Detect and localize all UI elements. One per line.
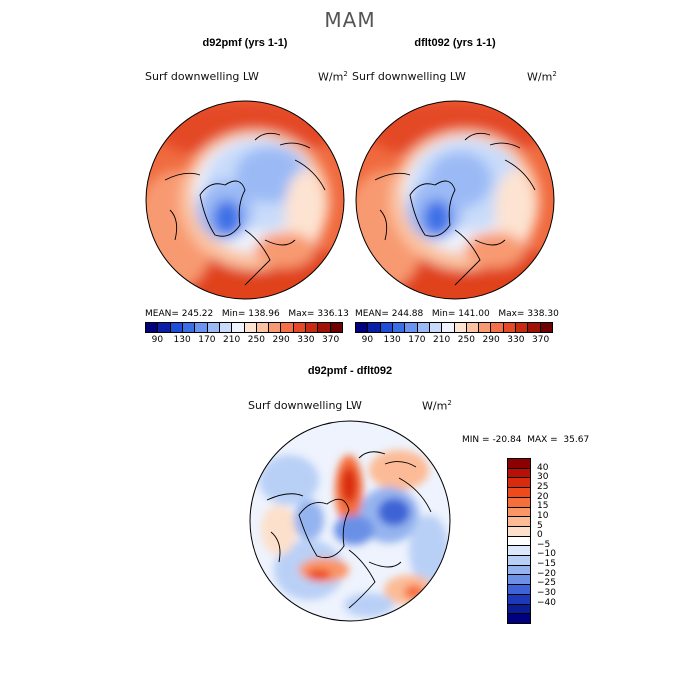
- diff-colorbar-tick-label: 10: [537, 510, 549, 521]
- diff-colorbar-tick-label: 20: [537, 491, 549, 502]
- diff-colorbar-tick-label: 15: [537, 501, 549, 512]
- colorbar-tick-label: 210: [223, 335, 241, 345]
- diff-colorbar-swatch: [508, 526, 530, 537]
- colorbar-swatch: [195, 323, 208, 332]
- colorbar-swatch: [356, 323, 369, 332]
- colorbar-swatch: [380, 323, 393, 332]
- diff-colorbar-swatch: [508, 468, 530, 479]
- colorbar-swatch: [256, 323, 270, 332]
- colorbar-tick-label: 250: [457, 335, 475, 345]
- colorbar-tick-label: 130: [383, 335, 401, 345]
- diff-colorbar-tick-label: −15: [537, 559, 556, 570]
- diff-colorbar-swatch: [508, 585, 530, 595]
- diff-colorbar-swatch: [508, 546, 530, 557]
- diff-colorbar-swatch: [508, 507, 530, 518]
- colorbar-swatch: [503, 323, 517, 332]
- diff-colorbar-tick-label: −30: [537, 588, 556, 599]
- panel-2-colorbar: 90 130 170 210 250 290 330 370: [355, 322, 553, 345]
- colorbar-swatch: [269, 323, 282, 332]
- diff-colorbar-swatch: [508, 604, 530, 615]
- diff-colorbar-tick-label: 5: [537, 520, 543, 531]
- diff-colorbar-swatch: [508, 517, 530, 527]
- diff-colorbar-swatch: [508, 575, 530, 586]
- diff-panel-title: d92pmf - dflt092: [307, 365, 393, 377]
- diff-colorbar-tick-label: 30: [537, 472, 549, 483]
- colorbar-tick-label: 330: [297, 335, 315, 345]
- diff-colorbar-swatch: [508, 536, 530, 547]
- colorbar-tick-label: 170: [198, 335, 216, 345]
- colorbar-swatch: [466, 323, 480, 332]
- diff-colorbar-tick-label: 0: [537, 530, 543, 541]
- colorbar-swatch: [219, 323, 233, 332]
- diff-colorbar-swatch: [508, 614, 530, 623]
- colorbar-swatch: [368, 323, 381, 332]
- diff-colorbar-swatch: [508, 488, 530, 498]
- diff-colorbar-tick-label: −20: [537, 568, 556, 579]
- colorbar-swatch: [318, 323, 331, 332]
- diff-colorbar-swatch: [508, 556, 530, 566]
- colorbar-swatch: [207, 323, 220, 332]
- diff-colorbar-swatch: [508, 459, 530, 469]
- colorbar-tick-label: 290: [272, 335, 290, 345]
- panel-1-title: d92pmf (yrs 1-1): [202, 37, 288, 49]
- colorbar-swatch: [405, 323, 418, 332]
- colorbar-swatch: [330, 323, 342, 332]
- panel-2-polar-map: [355, 100, 555, 300]
- colorbar-tick-label: 370: [322, 335, 340, 345]
- diff-panel-unit-label: W/m2: [422, 399, 452, 413]
- colorbar-swatch: [417, 323, 430, 332]
- panel-1-colorbar: 90 130 170 210 250 290 330 370: [145, 322, 343, 345]
- colorbar-tick-label: 330: [507, 335, 525, 345]
- colorbar-swatch: [146, 323, 159, 332]
- colorbar-swatch: [232, 323, 245, 332]
- colorbar-swatch: [528, 323, 541, 332]
- panel-1-variable-label: Surf downwelling LW: [145, 70, 259, 83]
- diff-colorbar-tick-label: −10: [537, 549, 556, 560]
- colorbar-swatch: [392, 323, 406, 332]
- diff-colorbar-tick-label: −5: [537, 539, 551, 550]
- colorbar-swatch: [454, 323, 467, 332]
- colorbar-swatch: [540, 323, 552, 332]
- colorbar-swatch: [442, 323, 455, 332]
- panel-2-unit-label: W/m2: [527, 70, 557, 84]
- colorbar-swatch: [158, 323, 171, 332]
- colorbar-swatch: [306, 323, 319, 332]
- colorbar-tick-label: 130: [173, 335, 191, 345]
- colorbar-swatch: [281, 323, 294, 332]
- season-title: MAM: [324, 8, 376, 32]
- colorbar-swatch: [516, 323, 529, 332]
- colorbar-swatch: [491, 323, 504, 332]
- diff-colorbar-swatch: [508, 497, 530, 508]
- colorbar-tick-label: 170: [408, 335, 426, 345]
- panel-2-title: dflt092 (yrs 1-1): [414, 37, 496, 49]
- colorbar-swatch: [182, 323, 196, 332]
- panel-1-polar-map: [145, 100, 345, 300]
- panel-2-stats: MEAN= 244.88 Min= 141.00 Max= 338.30: [355, 309, 559, 319]
- diff-colorbar-tick-label: −25: [537, 578, 556, 589]
- panel-1-unit-label: W/m2: [318, 70, 348, 84]
- colorbar-tick-label: 90: [361, 335, 374, 345]
- diff-panel-stats: MIN = -20.84 MAX = 35.67: [462, 435, 590, 445]
- diff-colorbar-tick-label: 40: [537, 462, 549, 473]
- colorbar-tick-label: 370: [532, 335, 550, 345]
- colorbar-swatch: [429, 323, 443, 332]
- colorbar-swatch: [170, 323, 183, 332]
- panel-2-variable-label: Surf downwelling LW: [352, 70, 466, 83]
- colorbar-swatch: [293, 323, 307, 332]
- diff-panel-polar-map: [249, 420, 451, 622]
- colorbar-tick-label: 290: [482, 335, 500, 345]
- panel-1-stats: MEAN= 245.22 Min= 138.96 Max= 336.13: [145, 309, 349, 319]
- colorbar-swatch: [244, 323, 257, 332]
- colorbar-swatch: [479, 323, 492, 332]
- diff-colorbar-swatch: [508, 594, 530, 605]
- diff-colorbar-swatch: [508, 478, 530, 489]
- diff-panel-variable-label: Surf downwelling LW: [248, 399, 362, 412]
- colorbar-tick-label: 210: [433, 335, 451, 345]
- diff-colorbar-swatch: [508, 565, 530, 576]
- colorbar-tick-label: 250: [247, 335, 265, 345]
- colorbar-tick-label: 90: [151, 335, 164, 345]
- diff-colorbar-tick-label: −40: [537, 597, 556, 608]
- diff-colorbar-tick-label: 25: [537, 481, 549, 492]
- diff-colorbar: 40 30 25 20 15 10 5 0 −5 −10 −15 −20 −25 −30 −40: [507, 458, 556, 624]
